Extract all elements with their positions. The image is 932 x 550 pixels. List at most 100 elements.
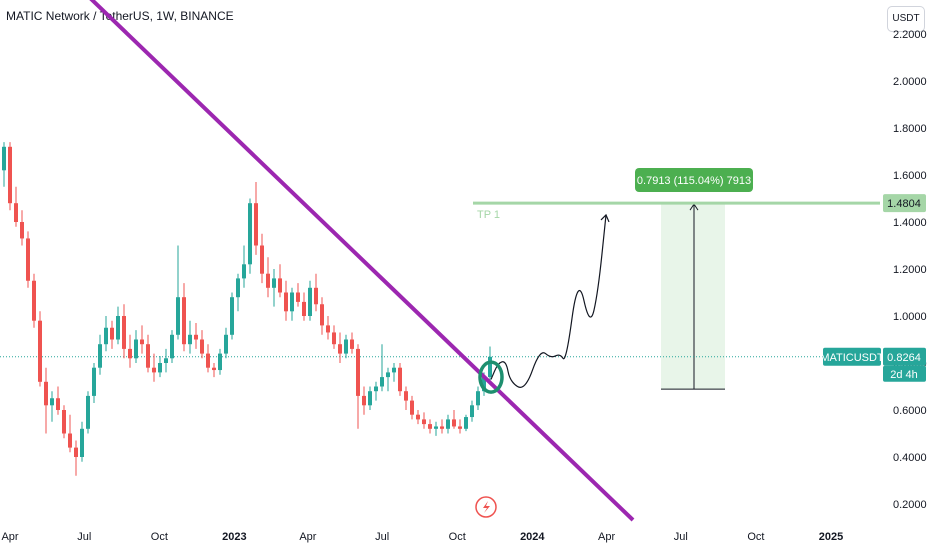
candle-body (110, 327, 114, 340)
candle (434, 421, 438, 436)
candle (236, 273, 240, 312)
candle-body (32, 280, 36, 321)
candle-body (242, 264, 246, 279)
candle (266, 257, 270, 298)
candle (260, 233, 264, 284)
candle-body (272, 278, 276, 288)
candle-body (458, 426, 462, 429)
candle (20, 210, 24, 246)
price-axis[interactable]: 0.20000.40000.60000.80001.00001.20001.40… (893, 29, 927, 511)
time-tick-label: Oct (747, 531, 764, 543)
price-range-measure: 0.7913 (115.04%) 7913 (635, 168, 753, 390)
candle-body (362, 395, 366, 406)
candle (194, 323, 198, 349)
time-tick-label: Apr (598, 531, 615, 543)
candle (488, 346, 492, 382)
candle (476, 386, 480, 410)
candle-body (254, 203, 258, 246)
candle-body (428, 424, 432, 429)
symbol-tag (823, 347, 881, 366)
candle (428, 419, 432, 434)
candle-body (356, 348, 360, 396)
candle (248, 198, 252, 274)
currency-selector-button[interactable]: USDT (887, 6, 925, 32)
candle (404, 386, 408, 410)
price-tick-label: 1.0000 (893, 311, 927, 323)
candle-body (266, 273, 270, 288)
candle-body (416, 414, 420, 420)
time-axis[interactable]: Apr Jul Oct 2023 Apr Jul Oct 2024 Apr Jul Oct 2025 (1, 531, 843, 543)
candle-body (476, 391, 480, 406)
candle-body (314, 287, 318, 305)
tp1-price-tag-text: 1.4804 (887, 198, 921, 210)
price-tick-label: 0.4000 (893, 452, 927, 464)
candle (164, 348, 168, 373)
candle-body (296, 292, 300, 302)
current-price-tag-text: 0.8264 (887, 352, 921, 364)
candle (50, 391, 54, 422)
candle (92, 363, 96, 403)
candle-body (50, 398, 54, 406)
price-tick-label: 1.6000 (893, 170, 927, 182)
candle (110, 320, 114, 349)
countdown-tag-text: 2d 4h (890, 369, 918, 381)
candle-body (320, 304, 324, 326)
descending-trendline[interactable] (88, 0, 635, 522)
candle-body (308, 287, 312, 316)
candle-body (14, 203, 18, 222)
candle-body (344, 339, 348, 354)
candle (212, 363, 216, 378)
candle-body (446, 419, 450, 429)
candle-body (368, 391, 372, 406)
price-tick-label: 1.8000 (893, 123, 927, 135)
candle-body (236, 278, 240, 298)
candle-body (86, 395, 90, 429)
candle (398, 363, 402, 396)
candle-body (164, 358, 168, 363)
candle-body (8, 146, 12, 204)
candle (98, 334, 102, 375)
candle (80, 421, 84, 462)
candle-body (488, 356, 492, 378)
candle-body (422, 419, 426, 425)
time-tick-label: Jul (375, 531, 389, 543)
candle (416, 410, 420, 425)
candle-body (104, 327, 108, 345)
candle-body (440, 426, 444, 429)
candle (230, 292, 234, 340)
candle-body (2, 146, 6, 171)
candle-body (212, 367, 216, 371)
measure-label: 0.7913 (115.04%) 7913 (637, 175, 751, 187)
candle (140, 325, 144, 354)
candle-body (176, 297, 180, 335)
measure-area (661, 203, 725, 390)
candle-body (482, 377, 486, 392)
candle-body (350, 339, 354, 349)
candle (38, 311, 42, 387)
tp1-label: TP 1 (477, 209, 500, 221)
candle-body (170, 334, 174, 359)
candle (254, 182, 258, 255)
candle (62, 405, 66, 439)
candle-body (452, 419, 456, 427)
time-tick-label: Jul (77, 531, 91, 543)
candle-body (128, 348, 132, 359)
candle (440, 419, 444, 434)
candle-body (464, 417, 468, 429)
candle (2, 142, 6, 187)
candle (44, 367, 48, 434)
candle-body (134, 339, 138, 359)
candle-body (116, 316, 120, 340)
tp1-level[interactable]: TP 1 (473, 201, 880, 221)
measure-label-box (635, 168, 753, 192)
candlesticks (2, 142, 492, 476)
candle (452, 410, 456, 429)
candle (206, 344, 210, 373)
candle-body (44, 381, 48, 406)
candle (74, 440, 78, 476)
candle-body (248, 203, 252, 265)
candle (314, 273, 318, 312)
candle-body (38, 320, 42, 382)
time-tick-label: Oct (449, 531, 466, 543)
